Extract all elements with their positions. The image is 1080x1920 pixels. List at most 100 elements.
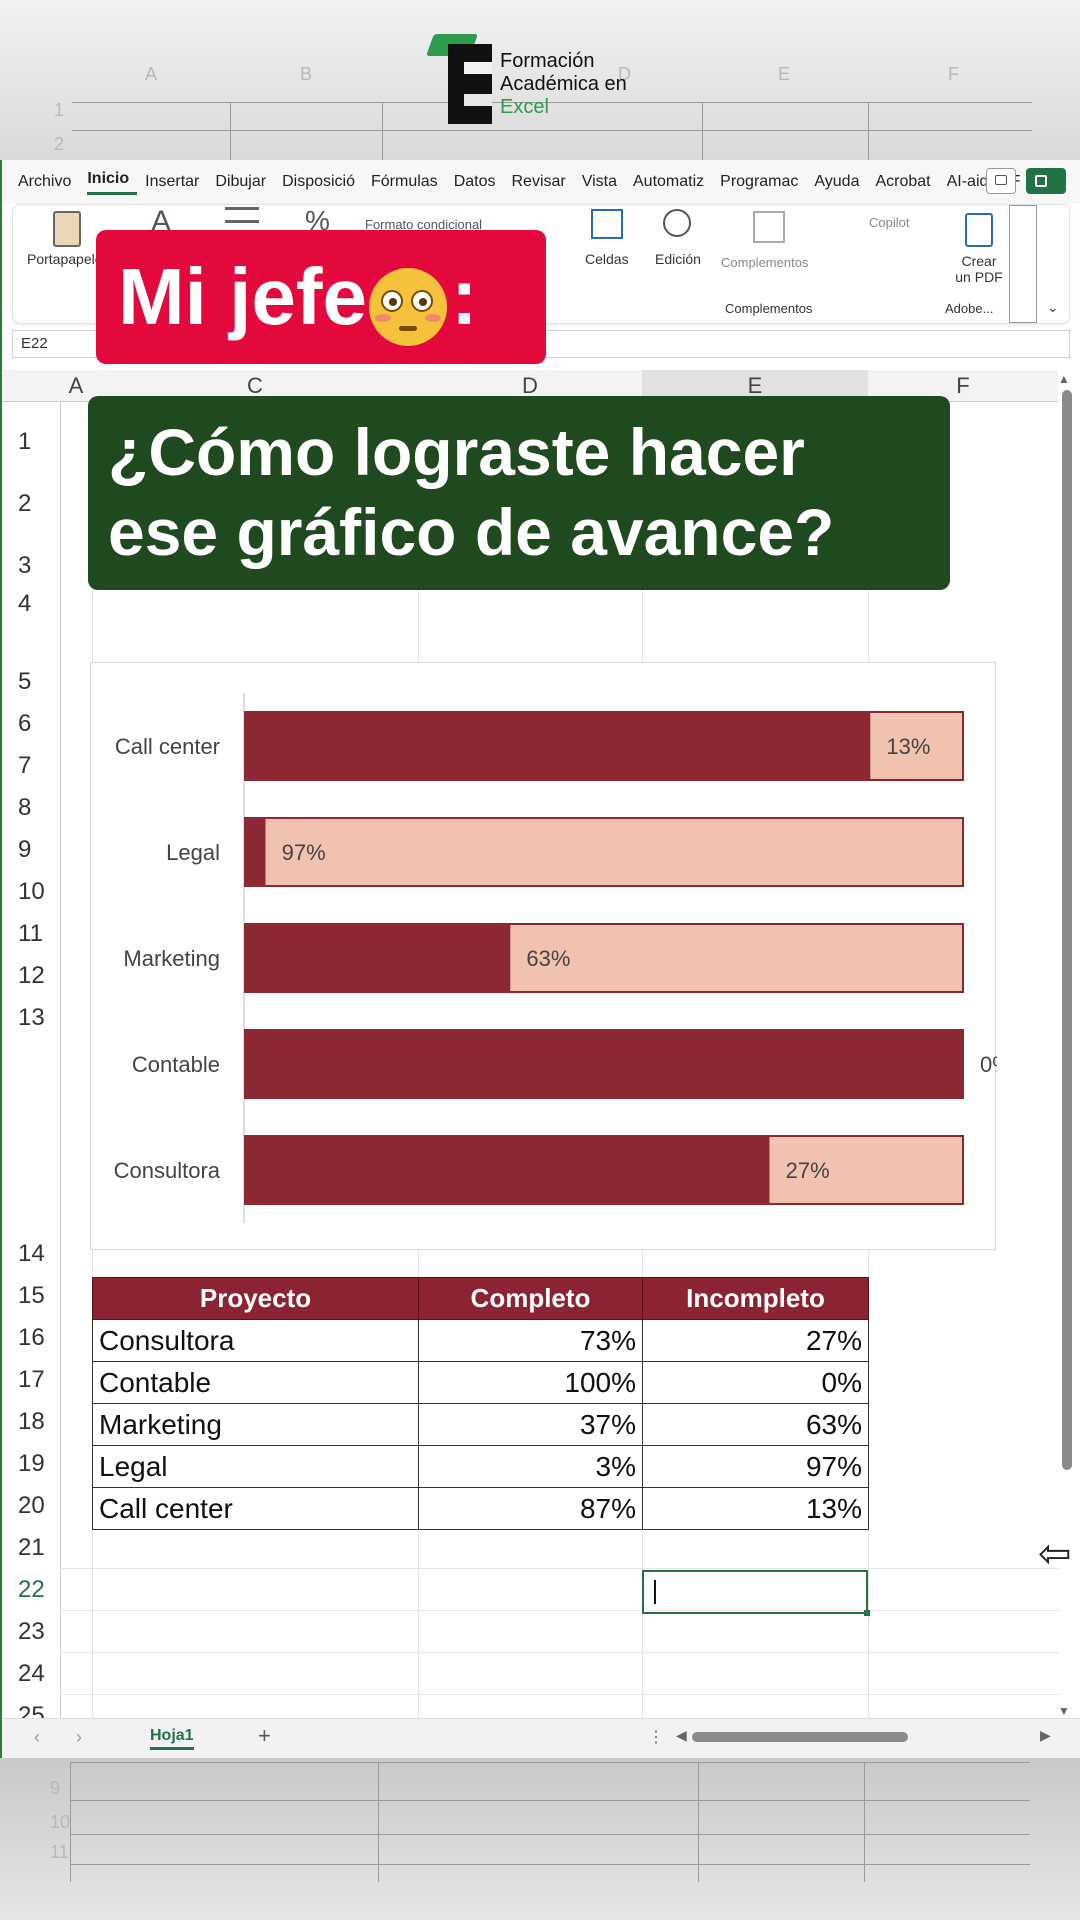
prev-sheet-icon[interactable]: ‹ [34,1727,40,1747]
bg-grid-line [382,102,383,160]
alignment-icon[interactable] [225,207,259,223]
add-sheet-button[interactable]: + [258,1723,271,1748]
selected-cell-e22[interactable] [642,1570,870,1616]
row-header[interactable]: 23 [18,1618,45,1645]
scroll-left-icon[interactable]: ◀ [676,1727,687,1743]
menu-dibujar[interactable]: Dibujar [215,173,267,190]
menu-inicio[interactable]: Inicio [87,170,138,195]
vertical-scrollbar[interactable] [1062,390,1072,1470]
menu-datos[interactable]: Datos [453,173,496,190]
bg-grid-line [702,102,703,160]
ribbon-collapse-icon[interactable]: ⌄ [1047,299,1059,315]
scroll-right-icon[interactable]: ▶ [1040,1727,1051,1743]
sheet-tab-hoja1[interactable]: Hoja1 [150,1727,194,1750]
header-proyecto[interactable]: Proyecto [92,1277,419,1320]
bar-complete [244,923,511,993]
menu-formulas[interactable]: Fórmulas [371,173,438,190]
row-header[interactable]: 10 [18,878,45,905]
grid-line [60,402,61,1878]
menu-disposicion[interactable]: Disposició [282,173,355,190]
row-header[interactable]: 21 [18,1534,45,1561]
menu-insertar[interactable]: Insertar [145,173,200,190]
menu-automatizar[interactable]: Automatiz [633,173,705,190]
row-header[interactable]: 3 [18,552,32,579]
conditional-format-label[interactable]: Formato condicional [365,217,483,232]
menu-revisar[interactable]: Revisar [511,173,566,190]
scroll-down-icon[interactable]: ▼ [1058,1704,1070,1718]
row-header[interactable]: 6 [18,710,32,737]
menu-bar: Archivo Inicio Insertar Dibujar Disposic… [2,160,1080,204]
comments-button[interactable] [986,168,1016,194]
row-header[interactable]: 17 [18,1366,45,1393]
bg-grid-line [868,102,869,160]
create-pdf-label[interactable]: Crear un PDF [955,253,1003,285]
cell-proyecto[interactable]: Marketing [92,1403,419,1446]
cells-icon[interactable] [591,209,623,239]
addins-label[interactable]: Complementos [721,255,809,270]
row-header[interactable]: 2 [18,490,32,517]
row-header[interactable]: 1 [18,428,32,455]
row-header[interactable]: 20 [18,1492,45,1519]
row-header[interactable]: 14 [18,1240,45,1267]
column-header-a[interactable]: A [60,370,92,402]
clipboard-icon[interactable] [53,211,81,247]
cell-completo[interactable]: 37% [418,1403,643,1446]
scroll-up-icon[interactable]: ▲ [1058,372,1070,386]
cell-completo[interactable]: 100% [418,1361,643,1404]
row-header-active[interactable]: 22 [18,1576,45,1603]
ribbon-scroll-button[interactable] [1009,205,1037,323]
bg-grid-line [378,1762,379,1882]
menu-ayuda[interactable]: Ayuda [814,173,860,190]
row-header[interactable]: 8 [18,794,32,821]
row-header[interactable]: 15 [18,1282,45,1309]
cell-proyecto[interactable]: Consultora [92,1319,419,1362]
addins-icon[interactable] [753,211,785,243]
bg-column-letter: B [300,64,313,84]
menu-acrobat[interactable]: Acrobat [875,173,931,190]
horizontal-scrollbar[interactable] [692,1732,908,1742]
chart-area[interactable]: Call center 13% Legal 97% Marketing 63% Contab… [90,662,1012,1250]
row-header[interactable]: 9 [18,836,32,863]
row-header[interactable]: 25 [18,1702,45,1720]
menu-vista[interactable]: Vista [581,173,617,190]
cell-incompleto[interactable]: 97% [642,1445,869,1488]
row-header[interactable]: 16 [18,1324,45,1351]
cells-label[interactable]: Celdas [585,251,629,267]
font-icon[interactable]: A [151,205,172,238]
bar-outline [244,711,964,781]
cell-incompleto[interactable]: 63% [642,1403,869,1446]
header-completo[interactable]: Completo [418,1277,643,1320]
cell-incompleto[interactable]: 27% [642,1319,869,1362]
pdf-icon[interactable] [965,213,993,247]
cell-incompleto[interactable]: 13% [642,1487,869,1530]
row-header[interactable]: 13 [18,1004,45,1031]
clipboard-label[interactable]: Portapapeles [27,251,110,267]
more-options-icon[interactable]: ⋮ [648,1729,664,1746]
row-header[interactable]: 18 [18,1408,45,1435]
row-header[interactable]: 11 [18,920,43,947]
cell-completo[interactable]: 3% [418,1445,643,1488]
row-header[interactable]: 24 [18,1660,45,1687]
menu-programador[interactable]: Programac [720,173,799,190]
boss-banner: Mi jefe: [96,230,546,364]
row-header[interactable]: 5 [18,668,32,695]
select-all-corner[interactable] [2,370,60,402]
cell-completo[interactable]: 73% [418,1319,643,1362]
search-icon[interactable] [663,209,691,237]
next-sheet-icon[interactable]: › [76,1727,82,1747]
cell-proyecto[interactable]: Legal [92,1445,419,1488]
header-incompleto[interactable]: Incompleto [642,1277,869,1320]
editing-label[interactable]: Edición [655,251,701,267]
row-header[interactable]: 4 [18,590,32,617]
cell-proyecto[interactable]: Call center [92,1487,419,1530]
cell-completo[interactable]: 87% [418,1487,643,1530]
cell-proyecto[interactable]: Contable [92,1361,419,1404]
bar-incomplete [510,923,964,993]
cell-incompleto[interactable]: 0% [642,1361,869,1404]
row-header[interactable]: 12 [18,962,45,989]
share-button[interactable] [1026,168,1066,194]
menu-archivo[interactable]: Archivo [18,173,72,190]
row-header[interactable]: 7 [18,752,32,779]
row-header[interactable]: 19 [18,1450,45,1477]
copilot-label[interactable]: Copilot [869,215,910,230]
